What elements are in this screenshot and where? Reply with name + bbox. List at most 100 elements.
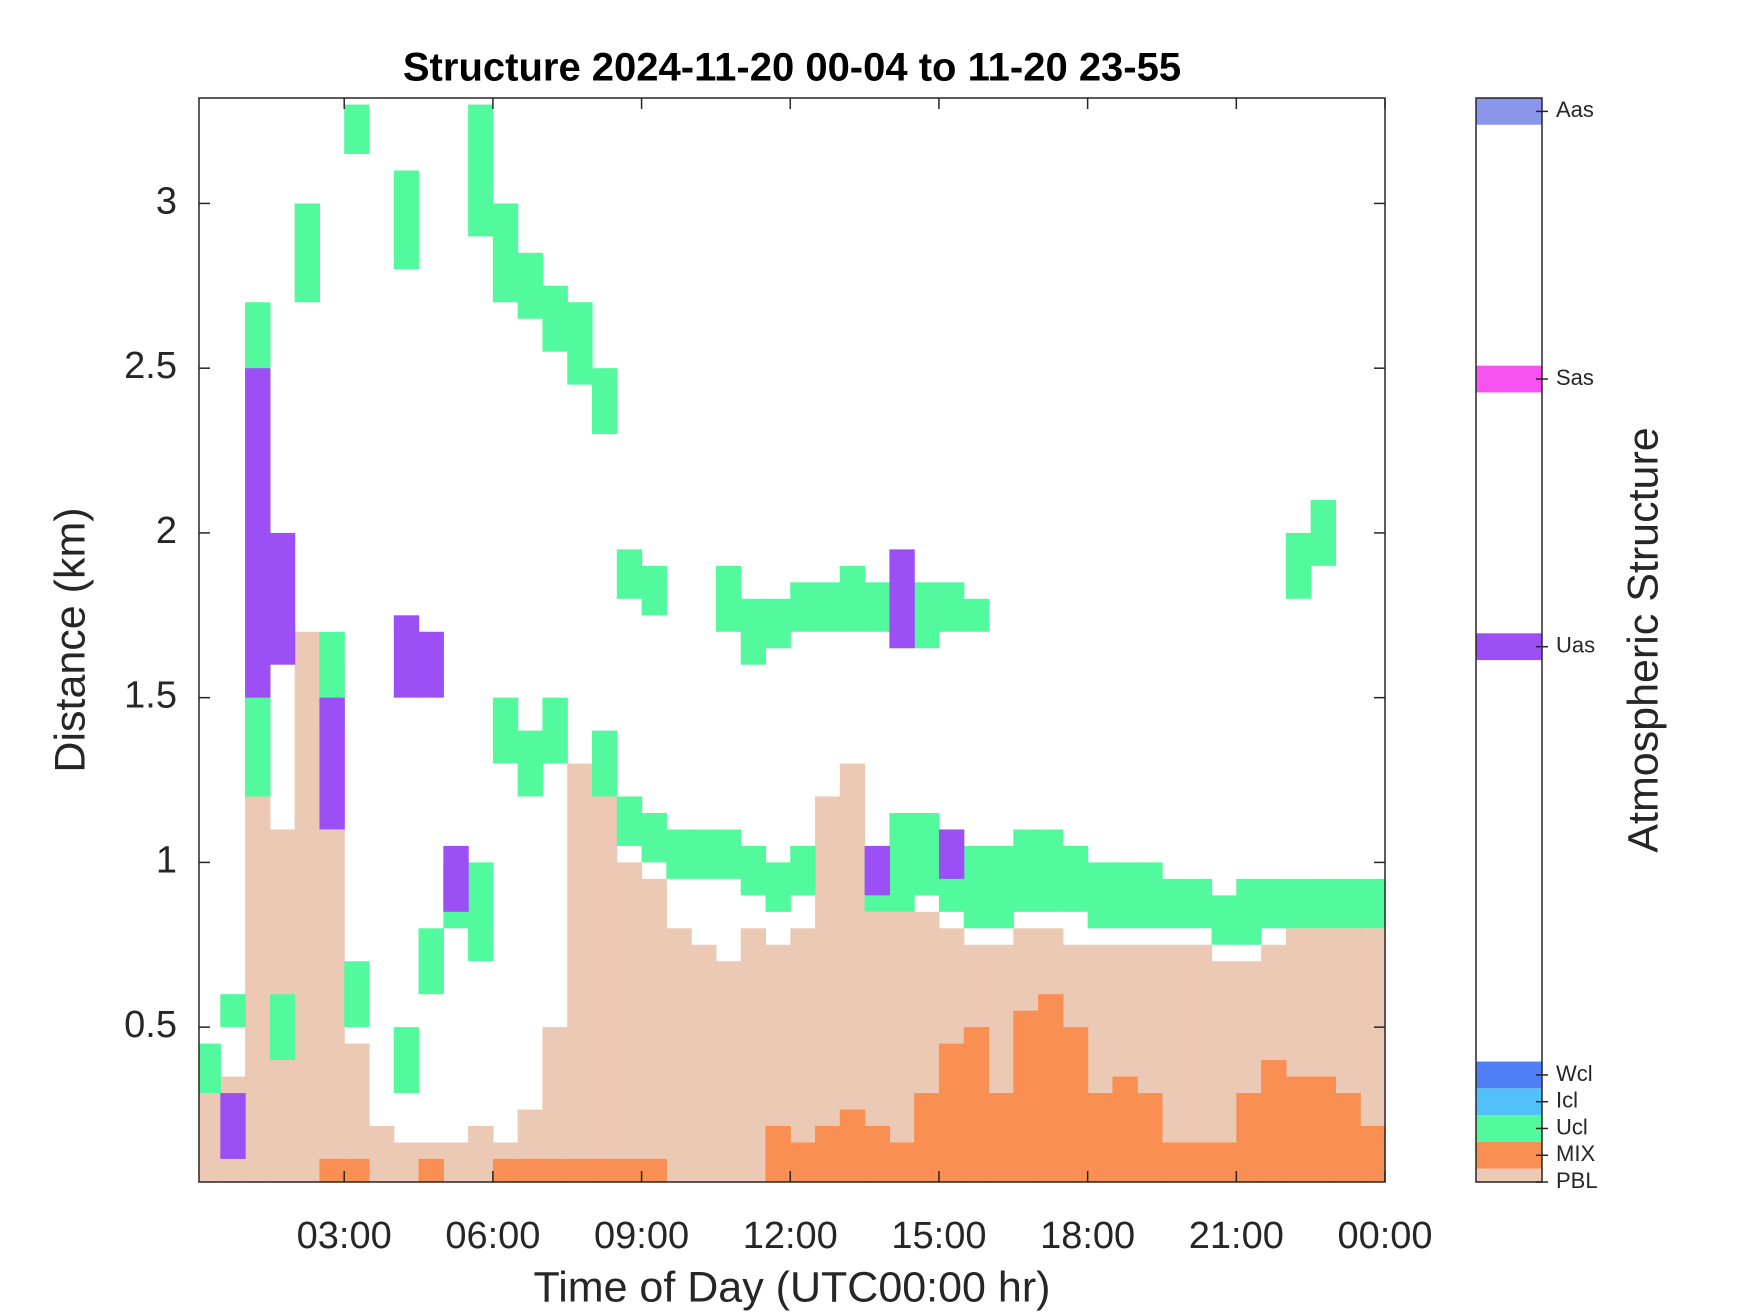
structure-cell bbox=[914, 1093, 940, 1182]
structure-cell bbox=[616, 549, 643, 599]
structure-cell bbox=[1310, 499, 1337, 566]
structure-cell bbox=[1137, 862, 1163, 929]
structure-cell bbox=[542, 1158, 568, 1182]
plot-area bbox=[199, 104, 1386, 1183]
structure-cell bbox=[592, 1158, 618, 1182]
structure-cell bbox=[988, 1093, 1014, 1182]
colorbar-band bbox=[1476, 1115, 1542, 1142]
structure-cell bbox=[1211, 895, 1237, 945]
structure-cell bbox=[368, 1125, 395, 1182]
structure-cell bbox=[691, 829, 717, 879]
structure-cell bbox=[914, 812, 940, 896]
structure-cell bbox=[666, 829, 692, 879]
structure-cell bbox=[1285, 878, 1312, 929]
structure-cell bbox=[641, 812, 667, 863]
colorbar-band bbox=[1476, 633, 1542, 661]
structure-cell bbox=[269, 994, 296, 1061]
structure-cell bbox=[592, 796, 618, 1182]
structure-cell bbox=[245, 368, 271, 698]
y-tick-label: 3 bbox=[156, 180, 177, 222]
structure-cell bbox=[790, 582, 816, 632]
structure-cell bbox=[492, 203, 519, 303]
colorbar-tick-label: MIX bbox=[1556, 1141, 1595, 1166]
structure-cell bbox=[740, 845, 767, 896]
structure-cell bbox=[715, 829, 742, 879]
y-tick-label: 2 bbox=[156, 510, 177, 552]
structure-cell bbox=[517, 730, 544, 797]
structure-cell bbox=[418, 1158, 444, 1182]
structure-cell bbox=[344, 104, 370, 155]
colorbar-tick-label: Uas bbox=[1556, 633, 1595, 658]
structure-cell bbox=[740, 928, 767, 1182]
colorbar-tick-label: Wcl bbox=[1556, 1061, 1593, 1086]
structure-cell bbox=[1161, 878, 1188, 929]
structure-cell bbox=[864, 582, 890, 632]
structure-cell bbox=[393, 1142, 420, 1182]
structure-cell bbox=[319, 1158, 345, 1182]
structure-cell bbox=[963, 845, 990, 929]
structure-cell bbox=[1013, 1010, 1039, 1182]
colorbar-label: Atmospheric Structure bbox=[1619, 427, 1667, 852]
structure-cell bbox=[1261, 1060, 1287, 1182]
structure-cell bbox=[592, 368, 618, 435]
structure-cell bbox=[393, 1027, 420, 1094]
structure-cell bbox=[1062, 1027, 1089, 1182]
colorbar-band bbox=[1476, 365, 1542, 393]
structure-cell bbox=[889, 549, 915, 649]
structure-cell bbox=[418, 928, 444, 995]
structure-cell bbox=[765, 598, 791, 649]
x-tick-label: 15:00 bbox=[891, 1215, 986, 1257]
structure-cell bbox=[839, 565, 866, 632]
structure-cell bbox=[542, 697, 568, 764]
colorbar-tick-label: Aas bbox=[1556, 97, 1594, 122]
structure-cell bbox=[765, 862, 791, 912]
structure-cell bbox=[443, 845, 469, 912]
structure-cell bbox=[1335, 1093, 1361, 1182]
structure-cell bbox=[914, 582, 940, 649]
structure-cell bbox=[641, 878, 667, 1182]
structure-cell bbox=[294, 631, 321, 1182]
colorbar-frame bbox=[1475, 97, 1543, 1183]
structure-cell bbox=[864, 845, 890, 896]
structure-cell bbox=[1335, 878, 1361, 929]
chart-title: Structure 2024-11-20 00-04 to 11-20 23-5… bbox=[403, 46, 1181, 90]
structure-cell bbox=[815, 796, 841, 1182]
colorbar-tick-label: PBL bbox=[1556, 1168, 1598, 1193]
structure-cell bbox=[1087, 1093, 1114, 1182]
structure-cell bbox=[468, 104, 494, 237]
structure-cell bbox=[1013, 829, 1039, 912]
colorbar-band bbox=[1476, 1141, 1542, 1169]
structure-cell bbox=[1038, 829, 1064, 912]
structure-cell bbox=[666, 928, 692, 1182]
structure-cell bbox=[938, 1043, 965, 1182]
colorbar-band bbox=[1476, 1061, 1542, 1089]
structure-cell bbox=[790, 845, 816, 896]
structure-cell bbox=[1360, 878, 1386, 929]
structure-cell bbox=[715, 961, 742, 1182]
structure-cell bbox=[765, 1125, 791, 1182]
structure-cell bbox=[815, 1125, 841, 1182]
y-axis-label: Distance (km) bbox=[46, 507, 94, 772]
structure-cell bbox=[790, 928, 816, 1182]
structure-cell bbox=[1310, 878, 1337, 929]
structure-cell bbox=[1161, 1142, 1188, 1182]
structure-cell bbox=[1186, 1142, 1213, 1182]
structure-cell bbox=[567, 763, 593, 1182]
structure-cell bbox=[220, 1093, 246, 1159]
structure-cell bbox=[889, 1142, 915, 1182]
x-tick-label: 21:00 bbox=[1189, 1215, 1284, 1257]
structure-cell bbox=[199, 1043, 221, 1094]
structure-cell bbox=[294, 203, 321, 303]
structure-cell bbox=[1137, 1093, 1163, 1182]
x-tick-label: 12:00 bbox=[743, 1215, 838, 1257]
y-tick-label: 1 bbox=[156, 839, 177, 881]
structure-cell bbox=[715, 565, 742, 632]
x-tick-label: 00:00 bbox=[1337, 1215, 1432, 1257]
structure-cell bbox=[938, 829, 965, 879]
colorbar-band bbox=[1476, 1168, 1542, 1182]
structure-cell bbox=[517, 252, 544, 319]
colorbar-band bbox=[1476, 98, 1542, 125]
x-tick-label: 18:00 bbox=[1040, 1215, 1135, 1257]
